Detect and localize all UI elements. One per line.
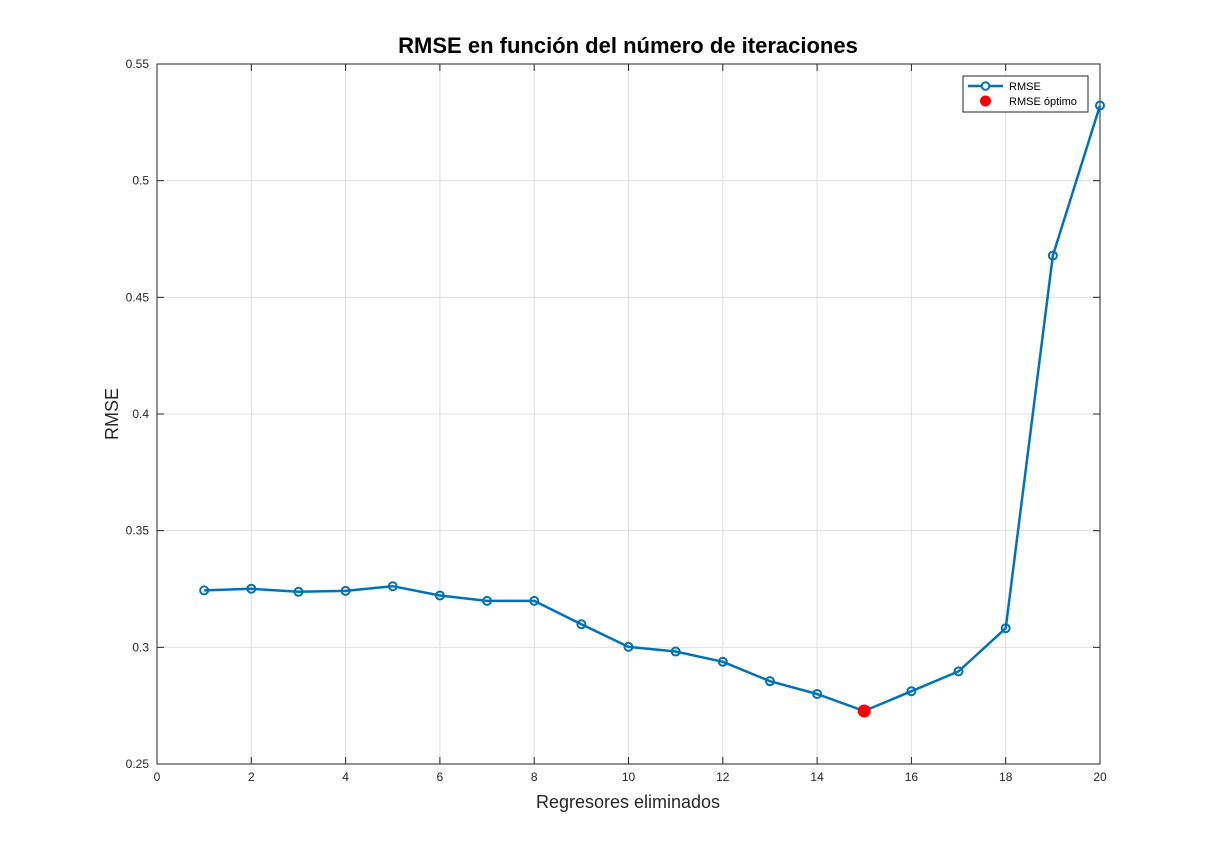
rmse-data-point: [246, 583, 257, 594]
rmse-data-point: [529, 595, 540, 606]
y-axis-label: RMSE: [102, 388, 122, 440]
rmse-data-point: [340, 585, 351, 596]
x-tick-label: 6: [437, 770, 444, 784]
y-tick-labels: 0.25 0.3 0.35 0.4 0.45 0.5 0.55: [126, 57, 150, 771]
y-tick-label: 0.55: [126, 57, 150, 71]
x-tick-label: 2: [248, 770, 255, 784]
rmse-data-point: [482, 595, 493, 606]
x-tick-label: 0: [154, 770, 161, 784]
x-tick-label: 20: [1093, 770, 1107, 784]
rmse-data-point: [670, 646, 681, 657]
x-tick-label: 18: [999, 770, 1013, 784]
grid-lines: [157, 64, 1100, 764]
x-tick-label: 16: [905, 770, 919, 784]
rmse-data-point: [1047, 250, 1058, 261]
x-tick-label: 10: [622, 770, 636, 784]
y-tick-label: 0.4: [132, 407, 149, 421]
x-tick-label: 14: [810, 770, 824, 784]
rmse-data-point: [293, 586, 304, 597]
rmse-data-point: [717, 656, 728, 667]
y-tick-label: 0.45: [126, 290, 150, 304]
rmse-series-line: [204, 105, 1102, 713]
legend-optimum-marker: [980, 95, 991, 107]
y-tick-label: 0.25: [126, 757, 150, 771]
x-tick-label: 4: [342, 770, 349, 784]
rmse-data-point: [953, 666, 964, 677]
x-tick-label: 8: [531, 770, 538, 784]
rmse-data-point: [1095, 100, 1105, 111]
legend-rmse-marker: [980, 81, 991, 91]
rmse-data-point: [576, 619, 587, 630]
y-tick-label: 0.35: [126, 524, 150, 538]
series-layer: [199, 100, 1105, 718]
legend: RMSE RMSE óptimo: [962, 75, 1089, 113]
plot-border: [156, 63, 1101, 765]
rmse-data-point: [387, 581, 398, 592]
rmse-data-point: [1000, 623, 1011, 634]
rmse-data-point: [764, 676, 775, 687]
x-tick-labels: 0 2 4 6 8 10 12 14 16 18 20: [154, 770, 1107, 784]
rmse-data-point: [906, 686, 917, 697]
rmse-optimum-point: [857, 704, 871, 718]
rmse-data-point: [434, 590, 445, 601]
legend-rmse-label: RMSE: [1009, 81, 1041, 93]
legend-optimum-label: RMSE óptimo: [1009, 96, 1077, 108]
rmse-data-point: [623, 641, 634, 652]
axes: [156, 63, 1101, 765]
y-tick-label: 0.3: [132, 640, 149, 654]
rmse-data-point: [812, 689, 823, 699]
x-tick-label: 12: [716, 770, 730, 784]
x-axis-label: Regresores eliminados: [536, 792, 720, 812]
chart-title: RMSE en función del número de iteracione…: [398, 33, 858, 58]
rmse-data-point: [199, 585, 210, 596]
y-tick-label: 0.5: [132, 174, 149, 188]
